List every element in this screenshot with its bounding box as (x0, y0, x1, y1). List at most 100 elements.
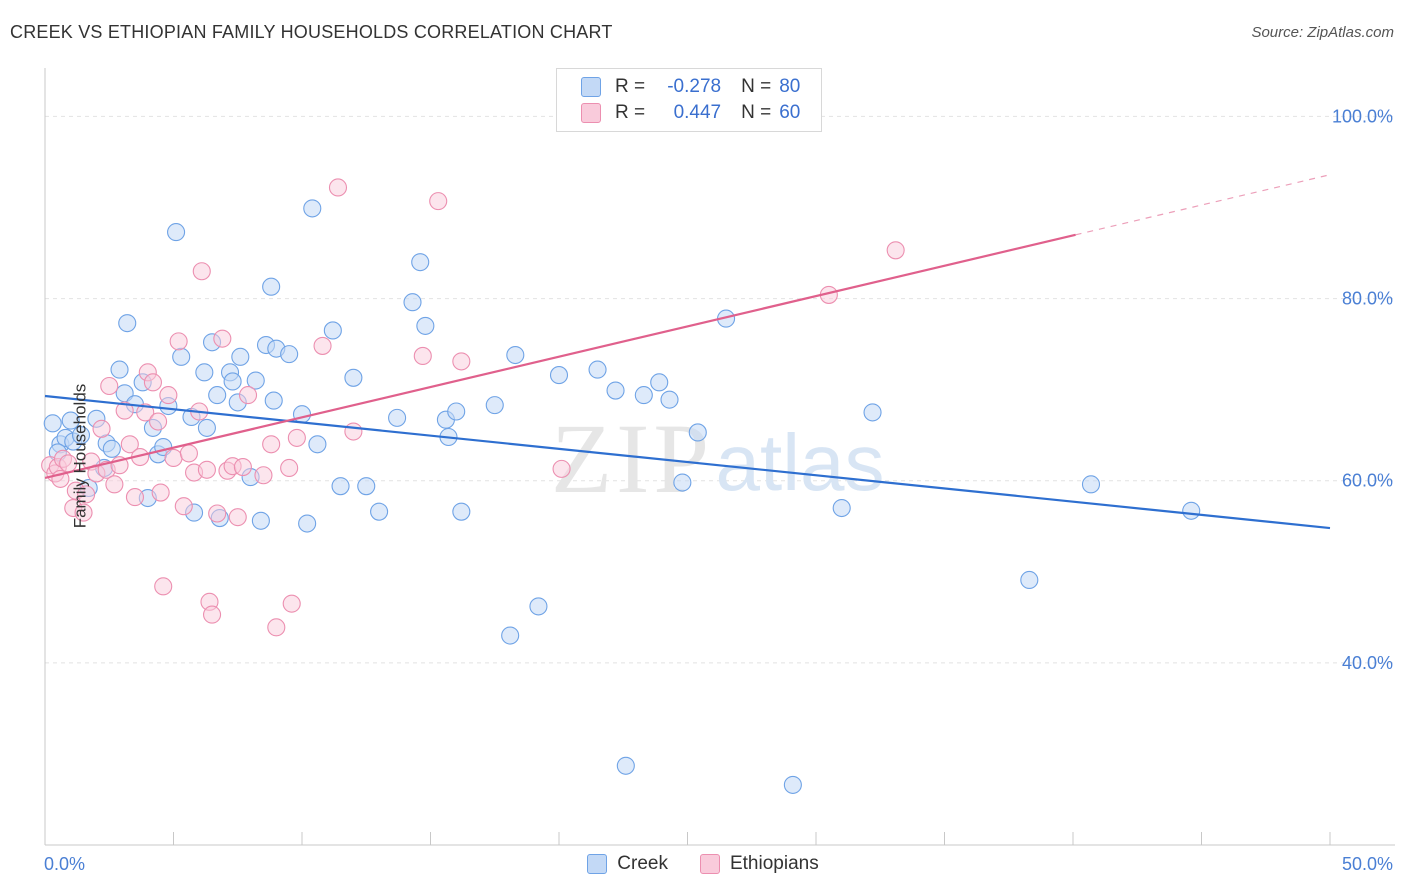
ethiopians-point (262, 435, 281, 454)
legend-r-value-ethiopians: 0.447 (673, 102, 722, 123)
ethiopians-point (192, 262, 211, 281)
series-ethiopians-points (41, 178, 905, 637)
ethiopians-point (413, 346, 432, 365)
ethiopians-point (280, 458, 299, 478)
creek-point (280, 345, 299, 364)
legend-item-ethiopians[interactable]: Ethiopians (699, 853, 819, 875)
watermark-atlas: atlas (716, 418, 885, 507)
x-tick-label: 50.0% (1342, 854, 1393, 874)
ethiopians-point (179, 444, 198, 463)
ethiopians-point (151, 483, 170, 502)
creek-point (501, 626, 520, 645)
creek-point (303, 199, 322, 218)
creek-point (357, 477, 376, 496)
ethiopians-point (74, 503, 93, 522)
creek-point (264, 391, 283, 410)
creek-point (208, 386, 227, 405)
legend-swatch-ethiopians (581, 103, 601, 123)
creek-point (370, 502, 389, 521)
ethiopians-point (125, 488, 144, 507)
legend-swatch-ethiopians (699, 854, 720, 874)
legend-label-creek: Creek (617, 853, 668, 874)
creek-point (616, 756, 635, 775)
correlation-legend: R = -0.278 N = 80 R = 0.447 N = 60 (556, 68, 822, 132)
ethiopians-point (287, 428, 306, 447)
creek-point (606, 381, 625, 400)
creek-point (298, 514, 317, 533)
ethiopians-point (105, 475, 124, 494)
creek-point (452, 502, 471, 521)
legend-n-value-ethiopians: 60 (779, 102, 801, 123)
creek-point (308, 435, 327, 454)
ethiopians-point (143, 373, 162, 392)
ethiopians-point (238, 386, 258, 405)
creek-point (588, 360, 607, 379)
creek-point (195, 363, 214, 382)
legend-n-value-creek: 80 (779, 76, 801, 97)
y-axis-label: Family Households (70, 383, 90, 529)
creek-point (71, 426, 91, 445)
ethiopians-point (115, 401, 134, 420)
creek-point (863, 403, 882, 422)
ethiopians-point (552, 459, 571, 478)
source-label: Source: ZipAtlas.com (1251, 24, 1394, 41)
ethiopians-point (174, 497, 193, 516)
y-tick-label: 60.0% (1342, 471, 1393, 491)
legend-r-label: R = (615, 102, 646, 123)
ethiopians-point (169, 332, 188, 351)
legend-row-creek: R = -0.278 N = 80 (557, 74, 800, 100)
creek-point (411, 253, 430, 272)
legend-item-creek[interactable]: Creek (587, 853, 668, 875)
ethiopians-point (228, 508, 247, 527)
legend-row-ethiopians: R = 0.447 N = 60 (557, 100, 800, 126)
creek-point (549, 366, 569, 385)
ethiopians-point (267, 618, 286, 637)
ethiopians-point (313, 336, 332, 355)
creek-point (1182, 501, 1201, 520)
series-legend: Creek Ethiopians (0, 851, 1406, 877)
chart-title: CREEK VS ETHIOPIAN FAMILY HOUSEHOLDS COR… (10, 22, 613, 42)
ethiopians-point (197, 460, 216, 479)
ethiopians-trend-extension (1075, 174, 1331, 236)
ethiopians-point (344, 422, 363, 441)
ethiopians-point (254, 466, 273, 485)
creek-point (1020, 570, 1039, 590)
creek-point (292, 405, 312, 424)
creek-point (43, 414, 62, 433)
trend-lines (44, 174, 1331, 530)
creek-point (650, 373, 669, 392)
creek-point (344, 368, 363, 387)
creek-point (832, 498, 851, 518)
ethiopians-point (328, 178, 348, 197)
legend-n-label: N = (741, 76, 772, 97)
creek-point (783, 775, 802, 794)
creek-point (673, 473, 692, 492)
creek-point (485, 396, 504, 415)
creek-point (102, 439, 121, 458)
creek-point (262, 277, 281, 296)
creek-point (246, 371, 265, 390)
creek-point (323, 321, 342, 340)
ethiopians-point (92, 419, 111, 438)
creek-point (197, 418, 216, 437)
creek-point (251, 511, 270, 530)
creek-point (447, 402, 466, 421)
ethiopians-point (120, 435, 139, 454)
x-tick-label: 0.0% (44, 854, 85, 874)
watermark-zip: ZIP (551, 403, 713, 514)
creek-point (416, 316, 435, 335)
creek-point (506, 345, 525, 365)
ethiopians-point (149, 412, 168, 431)
ethiopians-point (136, 403, 155, 422)
creek-point (118, 314, 137, 333)
ethiopians-point (886, 241, 905, 260)
ethiopians-trend-line (44, 233, 1076, 480)
ethiopians-point (77, 485, 96, 504)
creek-point (388, 408, 407, 427)
creek-point (61, 411, 80, 430)
ethiopians-point (282, 594, 301, 613)
creek-point (231, 347, 250, 366)
legend-n-label: N = (741, 102, 772, 123)
axes (44, 68, 1395, 846)
